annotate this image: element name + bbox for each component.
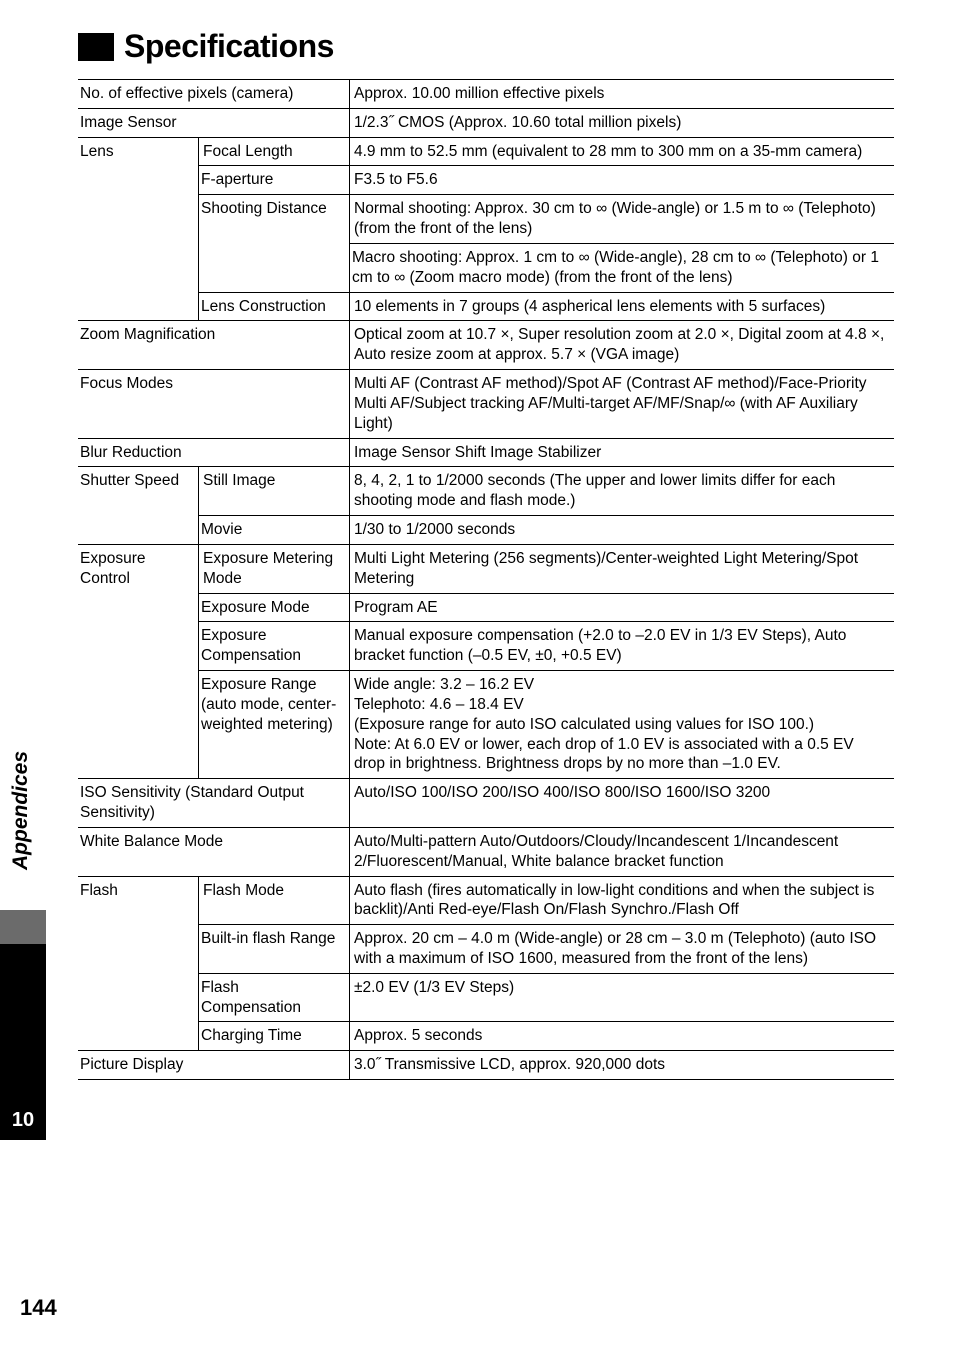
spec-value: 3.0˝ Transmissive LCD, approx. 920,000 d… bbox=[350, 1051, 895, 1080]
spec-group-label: Shutter Speed bbox=[78, 467, 199, 544]
spec-value: Approx. 20 cm – 4.0 m (Wide-angle) or 28… bbox=[350, 925, 895, 974]
spec-sub-label: Flash Compensation bbox=[199, 973, 350, 1022]
table-row: No. of effective pixels (camera)Approx. … bbox=[78, 80, 894, 109]
spec-value: 1/2.3˝ CMOS (Approx. 10.60 total million… bbox=[350, 108, 895, 137]
spec-value: Approx. 5 seconds bbox=[350, 1022, 895, 1051]
side-tab-number: 10 bbox=[12, 1109, 34, 1132]
spec-sub-label: Exposure Range (auto mode, center-weight… bbox=[199, 671, 350, 779]
spec-value: Macro shooting: Approx. 1 cm to ∞ (Wide-… bbox=[350, 243, 895, 292]
spec-value: Approx. 10.00 million effective pixels bbox=[350, 80, 895, 109]
spec-value: Manual exposure compensation (+2.0 to –2… bbox=[350, 622, 895, 671]
spec-value: Program AE bbox=[350, 593, 895, 622]
spec-value: ±2.0 EV (1/3 EV Steps) bbox=[350, 973, 895, 1022]
spec-group-label: Flash bbox=[78, 876, 199, 1051]
table-row: Zoom MagnificationOptical zoom at 10.7 ×… bbox=[78, 321, 894, 370]
spec-sub-label: Flash Mode bbox=[199, 876, 350, 925]
spec-value: Wide angle: 3.2 – 16.2 EV Telephoto: 4.6… bbox=[350, 671, 895, 779]
spec-label: White Balance Mode bbox=[78, 827, 350, 876]
page-title-row: Specifications bbox=[78, 28, 894, 65]
spec-sub-label: Exposure Mode bbox=[199, 593, 350, 622]
spec-label: ISO Sensitivity (Standard Output Sensiti… bbox=[78, 779, 350, 828]
spec-value: Optical zoom at 10.7 ×, Super resolution… bbox=[350, 321, 895, 370]
spec-sub-label: Built-in flash Range bbox=[199, 925, 350, 974]
spec-value: F3.5 to F5.6 bbox=[350, 166, 895, 195]
table-row: Focus ModesMulti AF (Contrast AF method)… bbox=[78, 370, 894, 438]
table-row: Built-in flash RangeApprox. 20 cm – 4.0 … bbox=[78, 925, 894, 974]
table-row: Exposure Range (auto mode, center-weight… bbox=[78, 671, 894, 779]
spec-sub-label: Shooting Distance bbox=[199, 195, 350, 292]
spec-sub-label: Movie bbox=[199, 516, 350, 545]
section-side-label: Appendices bbox=[9, 751, 33, 870]
table-row: Charging TimeApprox. 5 seconds bbox=[78, 1022, 894, 1051]
spec-label: Zoom Magnification bbox=[78, 321, 350, 370]
spec-label: Focus Modes bbox=[78, 370, 350, 438]
table-row: Movie1/30 to 1/2000 seconds bbox=[78, 516, 894, 545]
table-row: F-apertureF3.5 to F5.6 bbox=[78, 166, 894, 195]
spec-value: Auto/ISO 100/ISO 200/ISO 400/ISO 800/ISO… bbox=[350, 779, 895, 828]
side-tab-dark: 10 bbox=[0, 944, 46, 1140]
spec-sub-label: Focal Length bbox=[199, 137, 350, 166]
table-row: Lens Construction10 elements in 7 groups… bbox=[78, 292, 894, 321]
spec-value: Multi Light Metering (256 segments)/Cent… bbox=[350, 544, 895, 593]
spec-label: Image Sensor bbox=[78, 108, 350, 137]
spec-value: Normal shooting: Approx. 30 cm to ∞ (Wid… bbox=[350, 195, 895, 244]
table-row: Shutter SpeedStill Image8, 4, 2, 1 to 1/… bbox=[78, 467, 894, 516]
table-row: Exposure CompensationManual exposure com… bbox=[78, 622, 894, 671]
spec-sub-label: Charging Time bbox=[199, 1022, 350, 1051]
table-row: White Balance ModeAuto/Multi-pattern Aut… bbox=[78, 827, 894, 876]
table-row: Image Sensor1/2.3˝ CMOS (Approx. 10.60 t… bbox=[78, 108, 894, 137]
table-row: Picture Display3.0˝ Transmissive LCD, ap… bbox=[78, 1051, 894, 1080]
spec-label: Blur Reduction bbox=[78, 438, 350, 467]
table-row: Exposure ControlExposure Metering ModeMu… bbox=[78, 544, 894, 593]
table-row: Flash Compensation±2.0 EV (1/3 EV Steps) bbox=[78, 973, 894, 1022]
table-row: Blur ReductionImage Sensor Shift Image S… bbox=[78, 438, 894, 467]
section-side-tab: 10 bbox=[0, 910, 46, 1140]
spec-value: Multi AF (Contrast AF method)/Spot AF (C… bbox=[350, 370, 895, 438]
spec-sub-label: Exposure Metering Mode bbox=[199, 544, 350, 593]
table-row: LensFocal Length4.9 mm to 52.5 mm (equiv… bbox=[78, 137, 894, 166]
spec-label: Picture Display bbox=[78, 1051, 350, 1080]
spec-value: 8, 4, 2, 1 to 1/2000 seconds (The upper … bbox=[350, 467, 895, 516]
page-number: 144 bbox=[20, 1295, 57, 1321]
side-tab-shade bbox=[0, 910, 46, 944]
spec-sub-label: Exposure Compensation bbox=[199, 622, 350, 671]
spec-value: Auto/Multi-pattern Auto/Outdoors/Cloudy/… bbox=[350, 827, 895, 876]
table-row: Shooting DistanceNormal shooting: Approx… bbox=[78, 195, 894, 244]
spec-value: 10 elements in 7 groups (4 aspherical le… bbox=[350, 292, 895, 321]
spec-value: Auto flash (fires automatically in low-l… bbox=[350, 876, 895, 925]
spec-sub-label: F-aperture bbox=[199, 166, 350, 195]
table-row: FlashFlash ModeAuto flash (fires automat… bbox=[78, 876, 894, 925]
spec-label: No. of effective pixels (camera) bbox=[78, 80, 350, 109]
spec-sub-label: Lens Construction bbox=[199, 292, 350, 321]
page-title: Specifications bbox=[124, 28, 334, 65]
spec-group-label: Lens bbox=[78, 137, 199, 321]
spec-group-label: Exposure Control bbox=[78, 544, 199, 778]
spec-value: 4.9 mm to 52.5 mm (equivalent to 28 mm t… bbox=[350, 137, 895, 166]
specifications-table: No. of effective pixels (camera)Approx. … bbox=[78, 79, 894, 1080]
spec-value: 1/30 to 1/2000 seconds bbox=[350, 516, 895, 545]
table-row: ISO Sensitivity (Standard Output Sensiti… bbox=[78, 779, 894, 828]
table-row: Exposure ModeProgram AE bbox=[78, 593, 894, 622]
spec-sub-label: Still Image bbox=[199, 467, 350, 516]
title-block-icon bbox=[78, 33, 114, 61]
spec-value: Image Sensor Shift Image Stabilizer bbox=[350, 438, 895, 467]
